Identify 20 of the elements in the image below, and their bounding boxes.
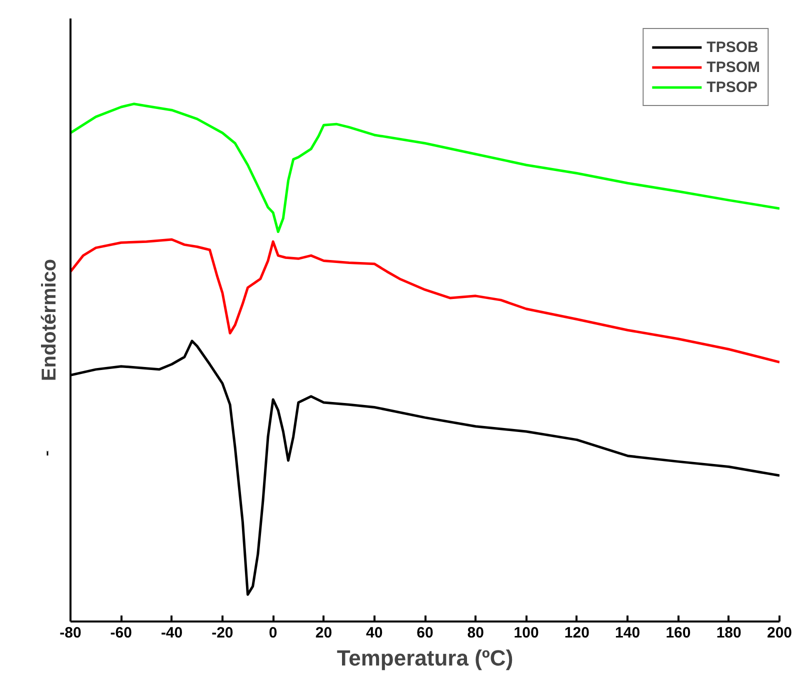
x-tick-label: 200 — [766, 624, 792, 642]
x-tick-label: 40 — [366, 624, 383, 642]
x-tick-label: 140 — [615, 624, 640, 642]
x-tick-label: 0 — [268, 624, 278, 642]
x-axis-title: Temperatura (ºC) — [336, 646, 514, 670]
x-tick-label: -80 — [60, 624, 82, 642]
x-tick-label: 60 — [416, 624, 434, 642]
x-tick-label: -60 — [110, 624, 132, 642]
x-tick-label: 160 — [666, 624, 691, 642]
legend-label: TPSOM — [706, 58, 760, 76]
x-tick-label: 180 — [716, 624, 742, 642]
x-tick-label: 80 — [467, 624, 484, 642]
x-tick-label: 120 — [564, 624, 590, 642]
legend-label: TPSOP — [706, 78, 758, 96]
x-tick-label: -20 — [212, 624, 234, 642]
x-tick-label: -40 — [160, 624, 183, 642]
x-tick-label: 100 — [514, 624, 539, 642]
legend-label: TPSOB — [706, 38, 758, 56]
x-tick-label: 20 — [315, 624, 332, 642]
y-axis-title: Endotérmico — [38, 258, 60, 382]
